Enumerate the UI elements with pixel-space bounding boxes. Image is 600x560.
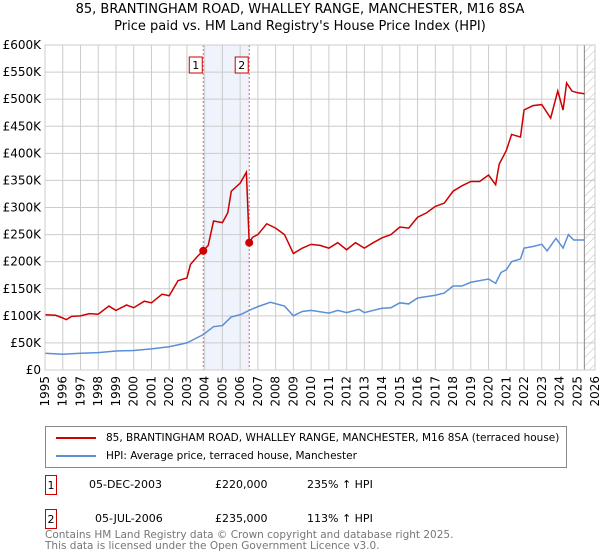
x-tick-label: 2007 — [251, 376, 265, 407]
footer: Contains HM Land Registry data © Crown c… — [45, 530, 453, 552]
y-tick-label: £450K — [3, 119, 43, 133]
x-tick-label: 2003 — [180, 376, 194, 407]
transaction-hpi: 113% ↑ HPI — [307, 512, 373, 525]
chart-subtitle: Price paid vs. HM Land Registry's House … — [114, 19, 486, 34]
chart-title: 85, BRANTINGHAM ROAD, WHALLEY RANGE, MAN… — [75, 2, 525, 17]
x-tick-label: 1996 — [56, 376, 70, 407]
y-tick-label: £150K — [3, 282, 43, 296]
x-tick-label: 2011 — [322, 376, 336, 407]
legend-item-property: 85, BRANTINGHAM ROAD, WHALLEY RANGE, MAN… — [56, 432, 559, 444]
price-chart: £0 £50K £100K £150K £200K £250K £300K £350K £400… — [3, 38, 600, 407]
x-tick-label: 2009 — [286, 376, 300, 407]
x-tick-label: 2017 — [428, 376, 442, 407]
transaction-row: 1 05-DEC-2003 £220,000 235% ↑ HPI — [45, 475, 445, 495]
x-tick-label: 2018 — [446, 376, 460, 407]
x-tick-label: 1998 — [91, 376, 105, 407]
x-tick-label: 2016 — [411, 376, 425, 407]
x-tick-label: 1999 — [109, 376, 123, 407]
transaction-row: 2 05-JUL-2006 £235,000 113% ↑ HPI — [45, 509, 445, 529]
transaction-marker: 2 — [45, 509, 57, 529]
series-line — [44, 80, 585, 321]
sale-marker-label: 2 — [238, 59, 245, 72]
y-tick-label: £550K — [3, 65, 43, 79]
x-tick-label: 2021 — [499, 376, 513, 407]
sale-point — [199, 246, 208, 255]
legend-label: 85, BRANTINGHAM ROAD, WHALLEY RANGE, MAN… — [106, 432, 560, 444]
footer-line: This data is licensed under the Open Gov… — [45, 540, 380, 552]
x-tick-label: 2013 — [357, 376, 371, 407]
y-tick-label: £100K — [3, 309, 43, 323]
x-tick-label: 2025 — [570, 376, 584, 407]
transaction-date: 05-DEC-2003 — [89, 478, 163, 491]
x-tick-label: 2023 — [535, 376, 549, 407]
sale-marker-label: 1 — [192, 59, 199, 72]
x-tick-label: 2002 — [162, 376, 176, 407]
y-tick-label: £350K — [3, 173, 43, 187]
legend-label: HPI: Average price, terraced house, Manc… — [106, 450, 357, 462]
y-tick-label: £200K — [3, 255, 43, 269]
y-tick-label: £250K — [3, 228, 43, 242]
y-tick-label: £400K — [3, 146, 43, 160]
x-tick-label: 1995 — [38, 376, 52, 407]
plot-border — [44, 44, 596, 371]
x-tick-label: 2004 — [198, 376, 212, 407]
y-tick-label: £600K — [3, 38, 43, 52]
x-tick-label: 1997 — [73, 376, 87, 407]
x-tick-label: 2014 — [375, 376, 389, 407]
x-tick-label: 2006 — [233, 376, 247, 407]
x-tick-label: 2005 — [215, 376, 229, 407]
transaction-date: 05-JUL-2006 — [95, 512, 163, 525]
y-tick-label: £50K — [10, 336, 42, 350]
x-tick-label: 2001 — [144, 376, 158, 407]
series-line — [44, 233, 585, 356]
x-tick-label: 2010 — [304, 376, 318, 407]
transaction-marker: 1 — [45, 475, 57, 495]
x-tick-label: 2000 — [127, 376, 141, 407]
legend: 85, BRANTINGHAM ROAD, WHALLEY RANGE, MAN… — [45, 426, 567, 468]
y-tick-label: £500K — [3, 92, 43, 106]
x-tick-label: 2012 — [340, 376, 354, 407]
sale-marker-box — [234, 56, 249, 74]
x-tick-label: 2026 — [588, 376, 600, 407]
transaction-price: £235,000 — [215, 512, 268, 525]
legend-item-hpi: HPI: Average price, terraced house, Manc… — [56, 450, 357, 462]
footer-line: Contains HM Land Registry data © Crown c… — [45, 529, 454, 541]
sale-point — [245, 238, 254, 247]
transaction-price: £220,000 — [215, 478, 268, 491]
forecast-hatch — [584, 45, 595, 370]
x-tick-label: 2019 — [464, 376, 478, 407]
x-tick-label: 2020 — [482, 376, 496, 407]
x-tick-label: 2015 — [393, 376, 407, 407]
transaction-hpi: 235% ↑ HPI — [307, 478, 373, 491]
y-tick-label: £300K — [3, 201, 43, 215]
y-tick-label: £0 — [26, 363, 41, 377]
x-tick-label: 2022 — [517, 376, 531, 407]
x-tick-label: 2008 — [269, 376, 283, 407]
x-tick-label: 2024 — [553, 376, 567, 407]
sale-marker-box — [188, 56, 203, 74]
